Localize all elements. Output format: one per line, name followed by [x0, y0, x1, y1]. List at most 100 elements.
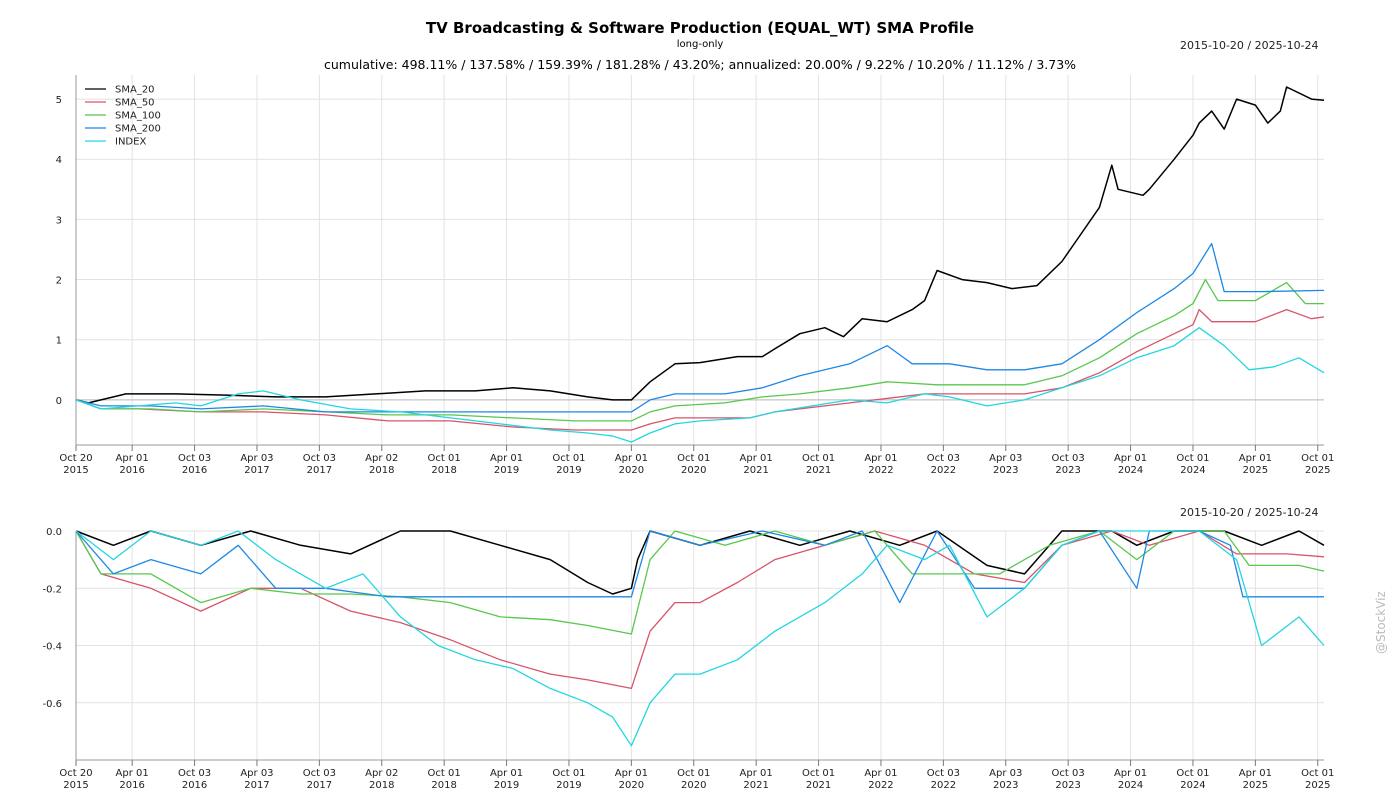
x-tick-label: 2020	[619, 780, 644, 791]
x-tick-label: Apr 01	[1239, 768, 1272, 779]
x-tick-label: Oct 01	[1176, 768, 1209, 779]
x-tick-label: Oct 20	[59, 768, 92, 779]
y-tick-label: 1	[56, 336, 62, 347]
x-tick-label: Oct 03	[1052, 768, 1085, 779]
x-tick-label: Apr 01	[1114, 768, 1147, 779]
y-tick-label: 5	[56, 95, 62, 106]
x-tick-label: Apr 01	[864, 453, 897, 464]
date-range-top: 2015-10-20 / 2025-10-24	[1180, 39, 1319, 52]
x-tick-label: Oct 01	[677, 453, 710, 464]
x-tick-label: 2025	[1305, 780, 1330, 791]
x-tick-label: 2017	[244, 780, 269, 791]
x-tick-label: 2022	[931, 465, 956, 476]
x-tick-label: 2016	[119, 465, 144, 476]
x-tick-label: Oct 01	[677, 768, 710, 779]
x-tick-label: 2025	[1243, 465, 1268, 476]
date-range-bottom: 2015-10-20 / 2025-10-24	[1180, 506, 1319, 519]
x-tick-label: 2019	[556, 465, 581, 476]
x-tick-label: 2022	[868, 465, 893, 476]
chart-title: TV Broadcasting & Software Production (E…	[425, 19, 975, 37]
x-tick-label: Apr 01	[1114, 453, 1147, 464]
x-tick-label: 2020	[619, 465, 644, 476]
legend-label: SMA_20	[115, 85, 155, 96]
series-line-index	[75, 530, 1325, 747]
x-tick-label: Apr 01	[615, 453, 648, 464]
x-tick-label: Apr 01	[615, 768, 648, 779]
series-line-sma_50	[75, 530, 1325, 690]
x-tick-label: Oct 03	[927, 768, 960, 779]
x-tick-label: 2018	[431, 780, 456, 791]
y-tick-label: -0.4	[42, 642, 62, 653]
x-tick-label: Oct 01	[1301, 768, 1334, 779]
x-tick-label: Apr 03	[989, 768, 1022, 779]
x-tick-label: Apr 02	[365, 453, 398, 464]
x-tick-label: Oct 03	[927, 453, 960, 464]
x-tick-label: 2017	[307, 465, 332, 476]
x-tick-label: Apr 03	[240, 768, 273, 779]
x-tick-label: 2021	[743, 465, 768, 476]
x-tick-label: 2019	[494, 465, 519, 476]
x-tick-label: 2020	[681, 780, 706, 791]
y-tick-label: 4	[56, 155, 62, 166]
x-tick-label: 2024	[1180, 780, 1205, 791]
x-tick-label: 2017	[244, 465, 269, 476]
x-tick-label: 2025	[1305, 465, 1330, 476]
x-tick-label: 2023	[1055, 465, 1080, 476]
x-tick-label: Apr 01	[1239, 453, 1272, 464]
x-tick-label: 2024	[1118, 465, 1143, 476]
x-tick-label: Apr 01	[740, 768, 773, 779]
x-tick-label: 2015	[63, 465, 88, 476]
legend-label: SMA_100	[115, 111, 161, 122]
series-line-sma_20	[75, 86, 1325, 404]
x-tick-label: Oct 03	[178, 453, 211, 464]
x-tick-label: 2022	[868, 780, 893, 791]
x-tick-label: 2017	[307, 780, 332, 791]
x-tick-label: Apr 03	[989, 453, 1022, 464]
x-tick-label: 2024	[1118, 780, 1143, 791]
x-tick-label: 2015	[63, 780, 88, 791]
y-tick-label: 0	[56, 396, 62, 407]
legend-label: SMA_50	[115, 98, 155, 109]
x-tick-label: 2016	[119, 780, 144, 791]
x-tick-label: 2020	[681, 465, 706, 476]
series-line-index	[75, 327, 1325, 443]
x-tick-label: Oct 01	[1176, 453, 1209, 464]
y-tick-label: 0.0	[46, 527, 62, 538]
y-tick-label: -0.6	[42, 699, 62, 710]
x-tick-label: Apr 01	[490, 768, 523, 779]
chart-subtitle: long-only	[676, 39, 724, 50]
x-tick-label: Oct 01	[802, 768, 835, 779]
x-tick-label: 2021	[806, 465, 831, 476]
x-tick-label: 2019	[494, 780, 519, 791]
x-tick-label: Apr 01	[116, 768, 149, 779]
series-line-sma_50	[75, 308, 1325, 431]
y-tick-label: -0.2	[42, 584, 62, 595]
legend-label: INDEX	[115, 137, 146, 148]
x-tick-label: Apr 01	[740, 453, 773, 464]
x-tick-label: 2016	[182, 780, 207, 791]
x-tick-label: 2021	[743, 780, 768, 791]
x-tick-label: 2023	[993, 465, 1018, 476]
x-tick-label: 2022	[931, 780, 956, 791]
x-tick-label: Oct 01	[428, 453, 461, 464]
x-tick-label: Apr 01	[490, 453, 523, 464]
x-tick-label: Apr 01	[116, 453, 149, 464]
y-tick-label: 2	[56, 276, 62, 287]
x-tick-label: 2018	[431, 465, 456, 476]
x-tick-label: Apr 02	[365, 768, 398, 779]
x-tick-label: 2025	[1243, 780, 1268, 791]
x-tick-label: 2023	[993, 780, 1018, 791]
x-tick-label: Oct 01	[552, 768, 585, 779]
x-tick-label: Apr 01	[864, 768, 897, 779]
series-line-sma_200	[75, 530, 1324, 604]
x-tick-label: Oct 01	[1301, 453, 1334, 464]
x-tick-label: Oct 20	[59, 453, 92, 464]
x-tick-label: Oct 01	[552, 453, 585, 464]
x-tick-label: Oct 01	[802, 453, 835, 464]
x-tick-label: 2023	[1055, 780, 1080, 791]
x-tick-label: Oct 03	[178, 768, 211, 779]
x-tick-label: Oct 03	[1052, 453, 1085, 464]
legend-label: SMA_200	[115, 124, 161, 135]
x-tick-label: 2016	[182, 465, 207, 476]
